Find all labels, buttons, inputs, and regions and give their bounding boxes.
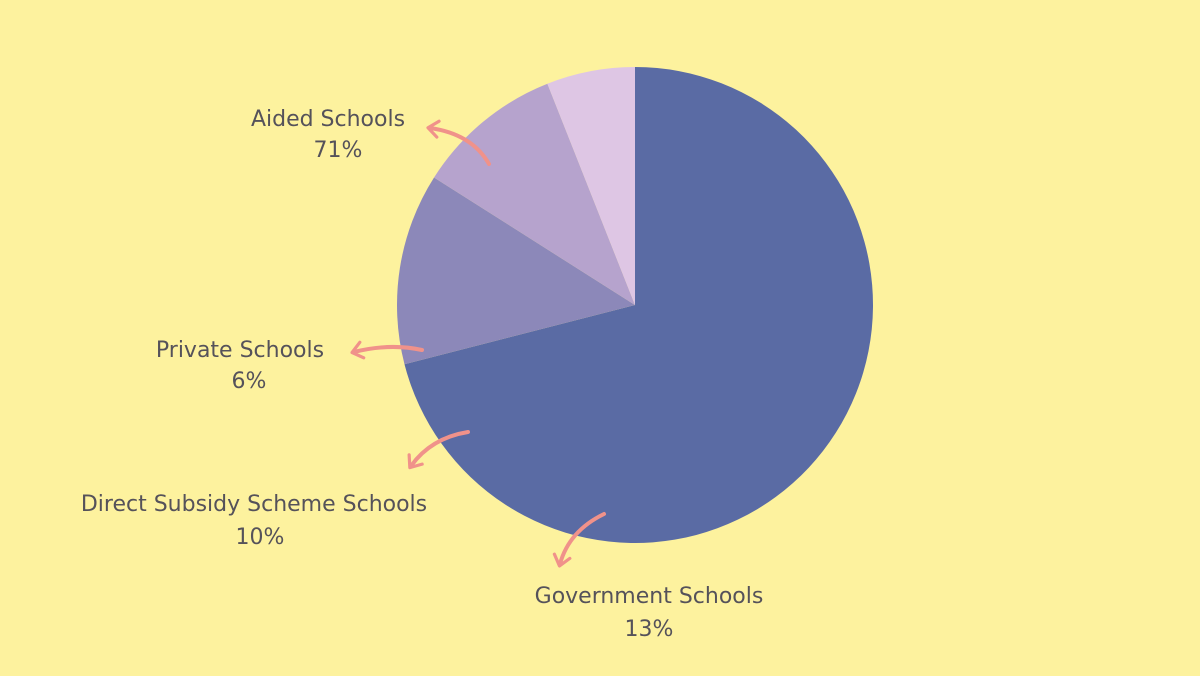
slice-name-label: Direct Subsidy Scheme Schools xyxy=(81,492,427,517)
arrow-government-schools xyxy=(552,512,606,568)
pie-slice-government-schools xyxy=(397,177,635,365)
slice-name-label: Private Schools xyxy=(156,338,324,363)
arrow-direct-subsidy-scheme-schools xyxy=(407,430,470,470)
pie-slice-private-schools xyxy=(547,67,635,305)
slice-value-label: 13% xyxy=(625,617,674,642)
slice-name-label: Government Schools xyxy=(535,584,764,609)
slice-value-label: 10% xyxy=(236,525,285,550)
arrow-aided-schools xyxy=(426,119,491,166)
slice-name-label: Aided Schools xyxy=(251,107,405,132)
pie-slice-aided-schools xyxy=(404,67,874,544)
slice-value-label: 71% xyxy=(314,138,363,163)
slice-value-label: 6% xyxy=(232,369,267,394)
arrow-private-schools xyxy=(350,340,424,360)
pie-slice-direct-subsidy-scheme-schools xyxy=(434,83,635,306)
